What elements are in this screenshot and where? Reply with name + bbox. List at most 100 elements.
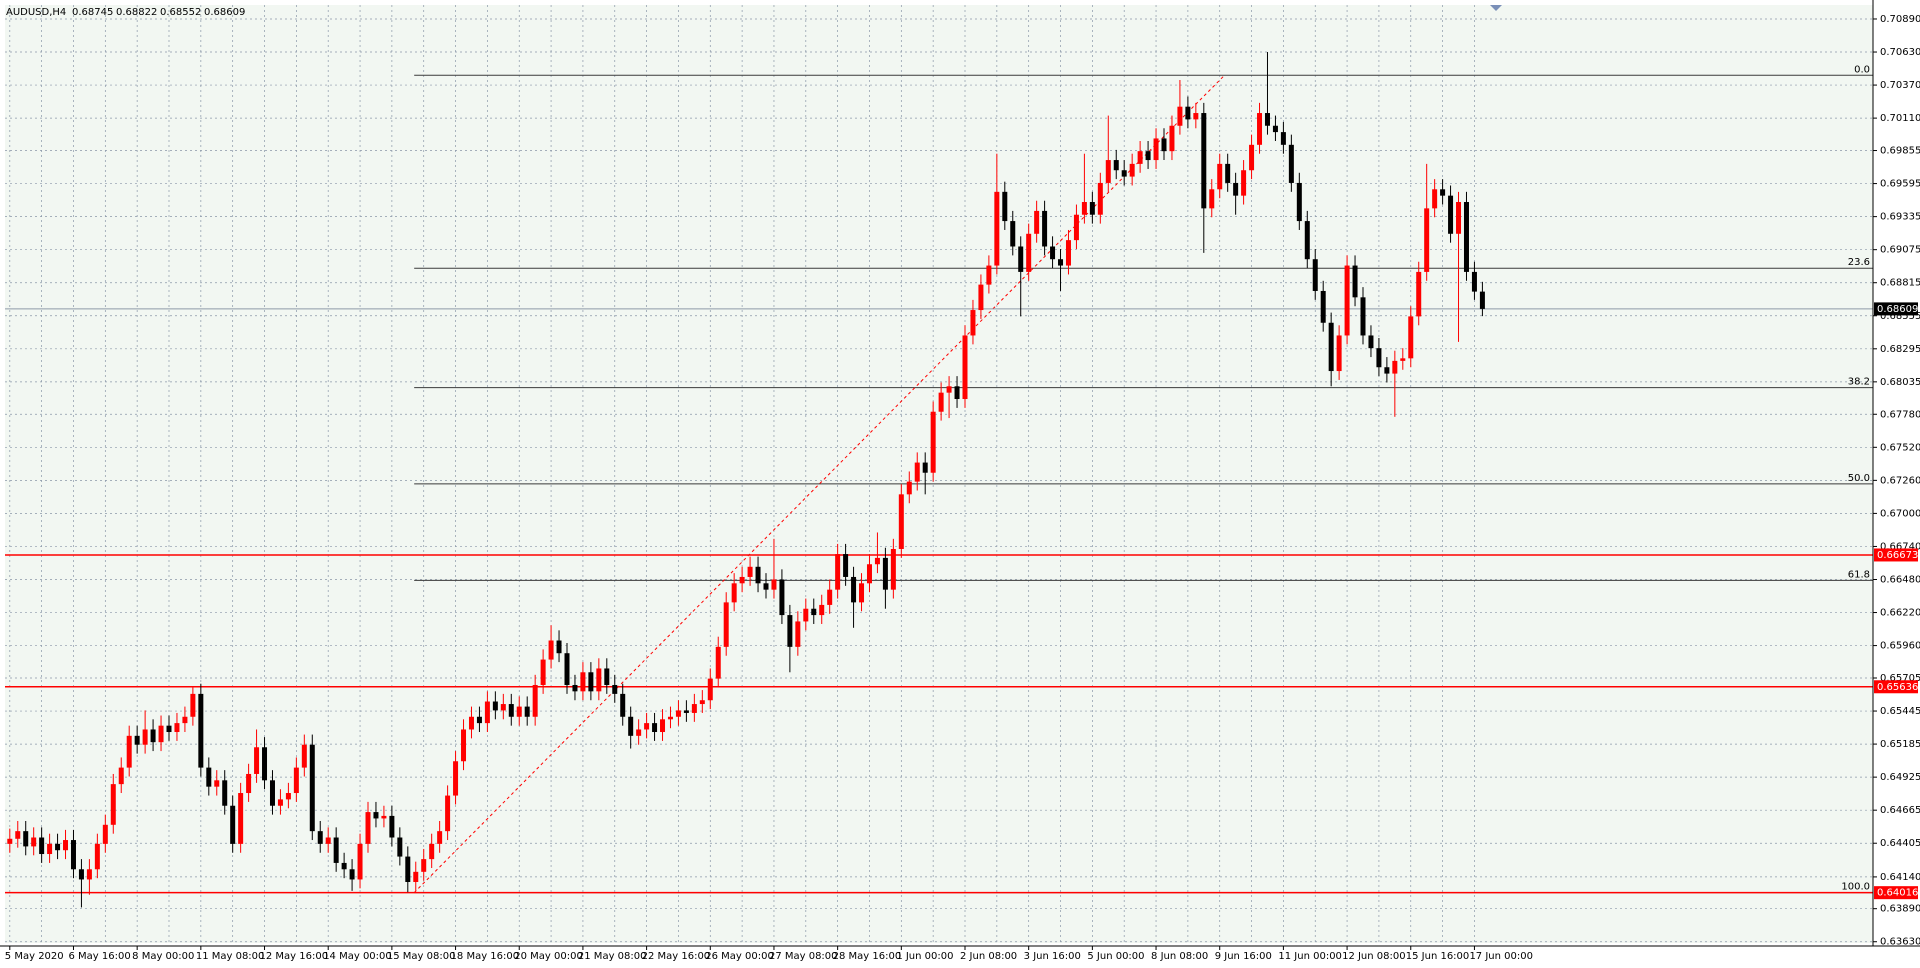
y-tick-label: 0.68815 (1880, 278, 1920, 289)
x-tick-label: 11 May 08:00 (196, 951, 265, 962)
candle-body (1288, 144, 1294, 183)
candle-body (262, 747, 268, 781)
x-tick-label: 12 Jun 08:00 (1342, 951, 1406, 962)
candle-body (182, 716, 188, 724)
price-tag (1874, 548, 1918, 562)
y-tick-label: 0.69075 (1880, 245, 1920, 256)
candle-body (63, 840, 69, 851)
candle-body (596, 668, 602, 692)
candle-body (715, 646, 721, 679)
candle-body (484, 701, 490, 724)
candle-body (1479, 291, 1485, 309)
y-tick-label: 0.69335 (1880, 212, 1920, 223)
candle-body (1384, 367, 1390, 374)
candle-body (612, 684, 618, 694)
candle-body (1073, 214, 1079, 241)
candle-body (1169, 125, 1175, 152)
candle-body (238, 793, 244, 844)
candle-body (1018, 246, 1024, 272)
candle-body (150, 729, 156, 743)
candle-body (1089, 202, 1095, 215)
candle-body (835, 554, 841, 590)
x-tick-label: 9 Jun 16:00 (1215, 951, 1272, 962)
candle-body (166, 725, 172, 733)
candle-body (1264, 113, 1270, 126)
y-tick-label: 0.64665 (1880, 805, 1920, 816)
candle-body (389, 815, 395, 838)
candle-body (94, 843, 100, 870)
candle-body (930, 411, 936, 473)
candle-body (285, 793, 291, 800)
candle-body (1432, 189, 1438, 209)
candle-body (572, 684, 578, 692)
candle-body (723, 602, 729, 647)
candle-body (468, 716, 474, 730)
candle-body (1408, 316, 1414, 359)
candle-body (365, 812, 371, 844)
candle-body (731, 583, 737, 603)
candle-body (277, 799, 283, 806)
x-tick-label: 5 Jun 00:00 (1087, 951, 1144, 962)
candle-body (1065, 240, 1071, 266)
candle-body (453, 761, 459, 796)
x-tick-label: 17 Jun 00:00 (1469, 951, 1533, 962)
candle-body (628, 716, 634, 736)
y-tick-label: 0.67520 (1880, 442, 1920, 453)
candle-body (827, 589, 833, 605)
candle-body (1026, 233, 1032, 272)
candle-body (110, 784, 116, 825)
candle-body (946, 386, 952, 393)
candle-body (269, 780, 275, 806)
current-price-tag (1874, 302, 1918, 316)
candle-body (938, 392, 944, 412)
candle-body (763, 583, 769, 590)
candle-body (429, 843, 435, 860)
candle-body (604, 668, 610, 685)
fib-label: 38.2 (1848, 377, 1870, 388)
candle-body (373, 812, 379, 819)
x-tick-label: 21 May 08:00 (578, 951, 647, 962)
candle-body (922, 462, 928, 473)
candle-body (70, 840, 76, 870)
candle-body (461, 729, 467, 762)
y-tick-label: 0.70890 (1880, 14, 1920, 25)
fib-label: 23.6 (1848, 257, 1870, 268)
candle-body (811, 608, 817, 616)
y-tick-label: 0.68295 (1880, 344, 1920, 355)
candle-body (866, 564, 872, 584)
candle-body (564, 653, 570, 685)
candle-body (675, 710, 681, 717)
candle-body (1416, 271, 1422, 317)
x-tick-label: 15 Jun 16:00 (1406, 951, 1470, 962)
candle-body (683, 710, 689, 713)
candle-body (739, 576, 745, 584)
low-value: 0.68552 (160, 7, 201, 18)
y-tick-label: 0.70110 (1880, 113, 1920, 124)
candle-body (317, 831, 323, 844)
candle-body (859, 583, 865, 603)
candle-body (1201, 113, 1207, 209)
candle-body (341, 862, 347, 870)
candle-body (843, 554, 849, 577)
price-tag (1874, 886, 1918, 900)
y-tick-label: 0.70370 (1880, 80, 1920, 91)
x-tick-label: 18 May 16:00 (451, 951, 520, 962)
x-tick-label: 6 May 16:00 (68, 951, 130, 962)
candle-body (1050, 246, 1056, 260)
candle-body (1320, 290, 1326, 323)
candle-body (508, 704, 514, 717)
candle-body (954, 386, 960, 400)
candle-body (1153, 138, 1159, 161)
candle-body (1097, 182, 1103, 215)
candle-body (540, 659, 546, 685)
header: AUDUSD,H4 0.68745 0.68822 0.68552 0.6860… (6, 7, 245, 18)
candle-body (421, 859, 427, 872)
candle-body (1042, 210, 1048, 247)
candle-body (309, 744, 315, 832)
candle-body (1463, 202, 1469, 272)
chart-shift-marker[interactable] (1490, 5, 1502, 11)
candle-body (445, 795, 451, 832)
candle-body (914, 462, 920, 482)
y-tick-label: 0.67260 (1880, 475, 1920, 486)
candle-body (413, 871, 419, 882)
